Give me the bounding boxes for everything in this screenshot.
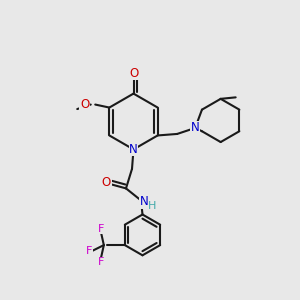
- Text: O: O: [102, 176, 111, 189]
- Text: F: F: [85, 246, 92, 256]
- Text: O: O: [129, 67, 138, 80]
- Text: O: O: [80, 98, 89, 111]
- Text: N: N: [140, 195, 148, 208]
- Text: F: F: [98, 257, 104, 267]
- Text: F: F: [98, 224, 104, 234]
- Text: N: N: [191, 122, 200, 134]
- Text: N: N: [129, 143, 138, 156]
- Text: H: H: [148, 201, 157, 211]
